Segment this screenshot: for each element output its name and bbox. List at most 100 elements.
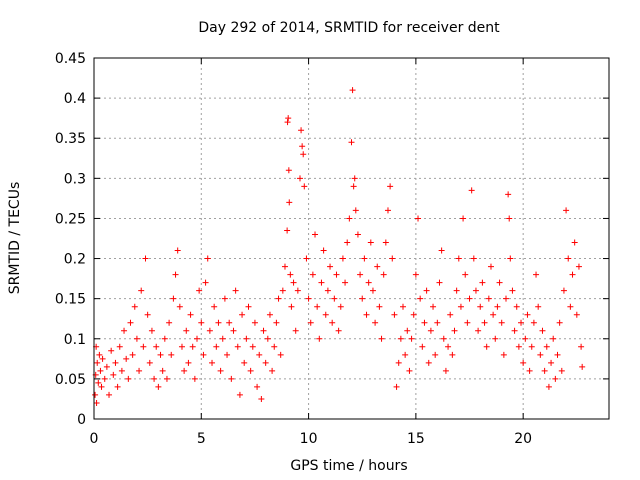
data-point <box>294 287 301 294</box>
data-point <box>579 363 586 370</box>
data-point <box>357 271 364 278</box>
chart-title: Day 292 of 2014, SRMTID for receiver den… <box>198 20 500 36</box>
data-marks <box>92 87 586 406</box>
data-point <box>191 375 198 382</box>
data-point <box>472 287 479 294</box>
x-tick-label: 15 <box>407 431 425 447</box>
data-point <box>174 247 181 254</box>
y-tick-label: 0 <box>77 412 86 428</box>
data-point <box>526 367 533 374</box>
data-point <box>496 279 503 286</box>
data-point <box>415 215 422 222</box>
data-point <box>322 311 329 318</box>
data-point <box>151 375 158 382</box>
data-point <box>166 319 173 326</box>
data-point <box>224 351 231 358</box>
data-point <box>232 287 239 294</box>
data-point <box>133 335 140 342</box>
data-point <box>342 279 349 286</box>
data-point <box>374 263 381 270</box>
data-point <box>241 359 248 366</box>
data-point <box>234 343 241 350</box>
data-point <box>288 303 295 310</box>
data-point <box>438 247 445 254</box>
data-point <box>215 319 222 326</box>
data-point <box>262 359 269 366</box>
data-point <box>163 375 170 382</box>
data-point <box>460 215 467 222</box>
data-point <box>307 319 314 326</box>
data-point <box>535 303 542 310</box>
data-point <box>228 375 235 382</box>
data-point <box>297 175 303 182</box>
data-point <box>189 343 196 350</box>
data-point <box>400 303 406 310</box>
data-point <box>372 319 379 326</box>
data-point <box>573 311 580 318</box>
data-point <box>170 295 177 302</box>
data-point <box>524 311 531 318</box>
data-point <box>279 287 286 294</box>
data-point <box>121 327 128 334</box>
data-point <box>543 343 550 350</box>
data-point <box>217 367 224 374</box>
data-point <box>359 295 366 302</box>
data-point <box>575 263 582 270</box>
data-point <box>260 327 267 334</box>
data-point <box>146 359 153 366</box>
data-point <box>567 303 574 310</box>
data-point <box>406 367 413 374</box>
data-point <box>114 383 121 390</box>
data-point <box>331 295 338 302</box>
data-point <box>350 183 357 190</box>
data-point <box>537 351 544 358</box>
data-point <box>92 391 99 398</box>
plot-frame <box>93 57 610 420</box>
data-point <box>183 327 190 334</box>
data-point <box>565 255 572 262</box>
data-point <box>335 327 342 334</box>
data-point <box>507 255 514 262</box>
data-point <box>511 327 518 334</box>
data-point <box>487 263 494 270</box>
data-point <box>445 343 452 350</box>
data-point <box>123 355 130 362</box>
data-point <box>236 391 243 398</box>
data-point <box>365 279 372 286</box>
data-point <box>558 367 565 374</box>
data-point <box>329 319 336 326</box>
data-point <box>451 327 458 334</box>
data-point <box>402 351 409 358</box>
data-point <box>389 255 396 262</box>
y-tick-label: 0.3 <box>64 171 86 187</box>
data-point <box>299 143 306 150</box>
data-point <box>131 303 138 310</box>
data-point <box>387 183 394 190</box>
data-point <box>129 351 136 358</box>
data-point <box>157 351 164 358</box>
data-point <box>245 303 252 310</box>
data-point <box>285 167 292 174</box>
data-point <box>138 287 145 294</box>
data-point <box>522 335 529 342</box>
data-point <box>430 303 437 310</box>
y-tick-label: 0.4 <box>64 91 86 107</box>
data-point <box>419 343 426 350</box>
data-point <box>391 311 398 318</box>
data-point <box>300 151 307 158</box>
data-point <box>98 383 105 390</box>
data-point <box>453 287 460 294</box>
data-point <box>349 87 356 94</box>
data-point <box>417 295 424 302</box>
data-point <box>116 343 123 350</box>
x-tick-label: 20 <box>514 431 532 447</box>
data-point <box>271 343 278 350</box>
data-point <box>97 367 104 374</box>
data-point <box>202 279 209 286</box>
data-point <box>168 351 175 358</box>
data-point <box>475 327 482 334</box>
x-tick-label: 10 <box>300 431 318 447</box>
y-tick-label: 0.15 <box>55 292 86 308</box>
data-point <box>470 255 477 262</box>
